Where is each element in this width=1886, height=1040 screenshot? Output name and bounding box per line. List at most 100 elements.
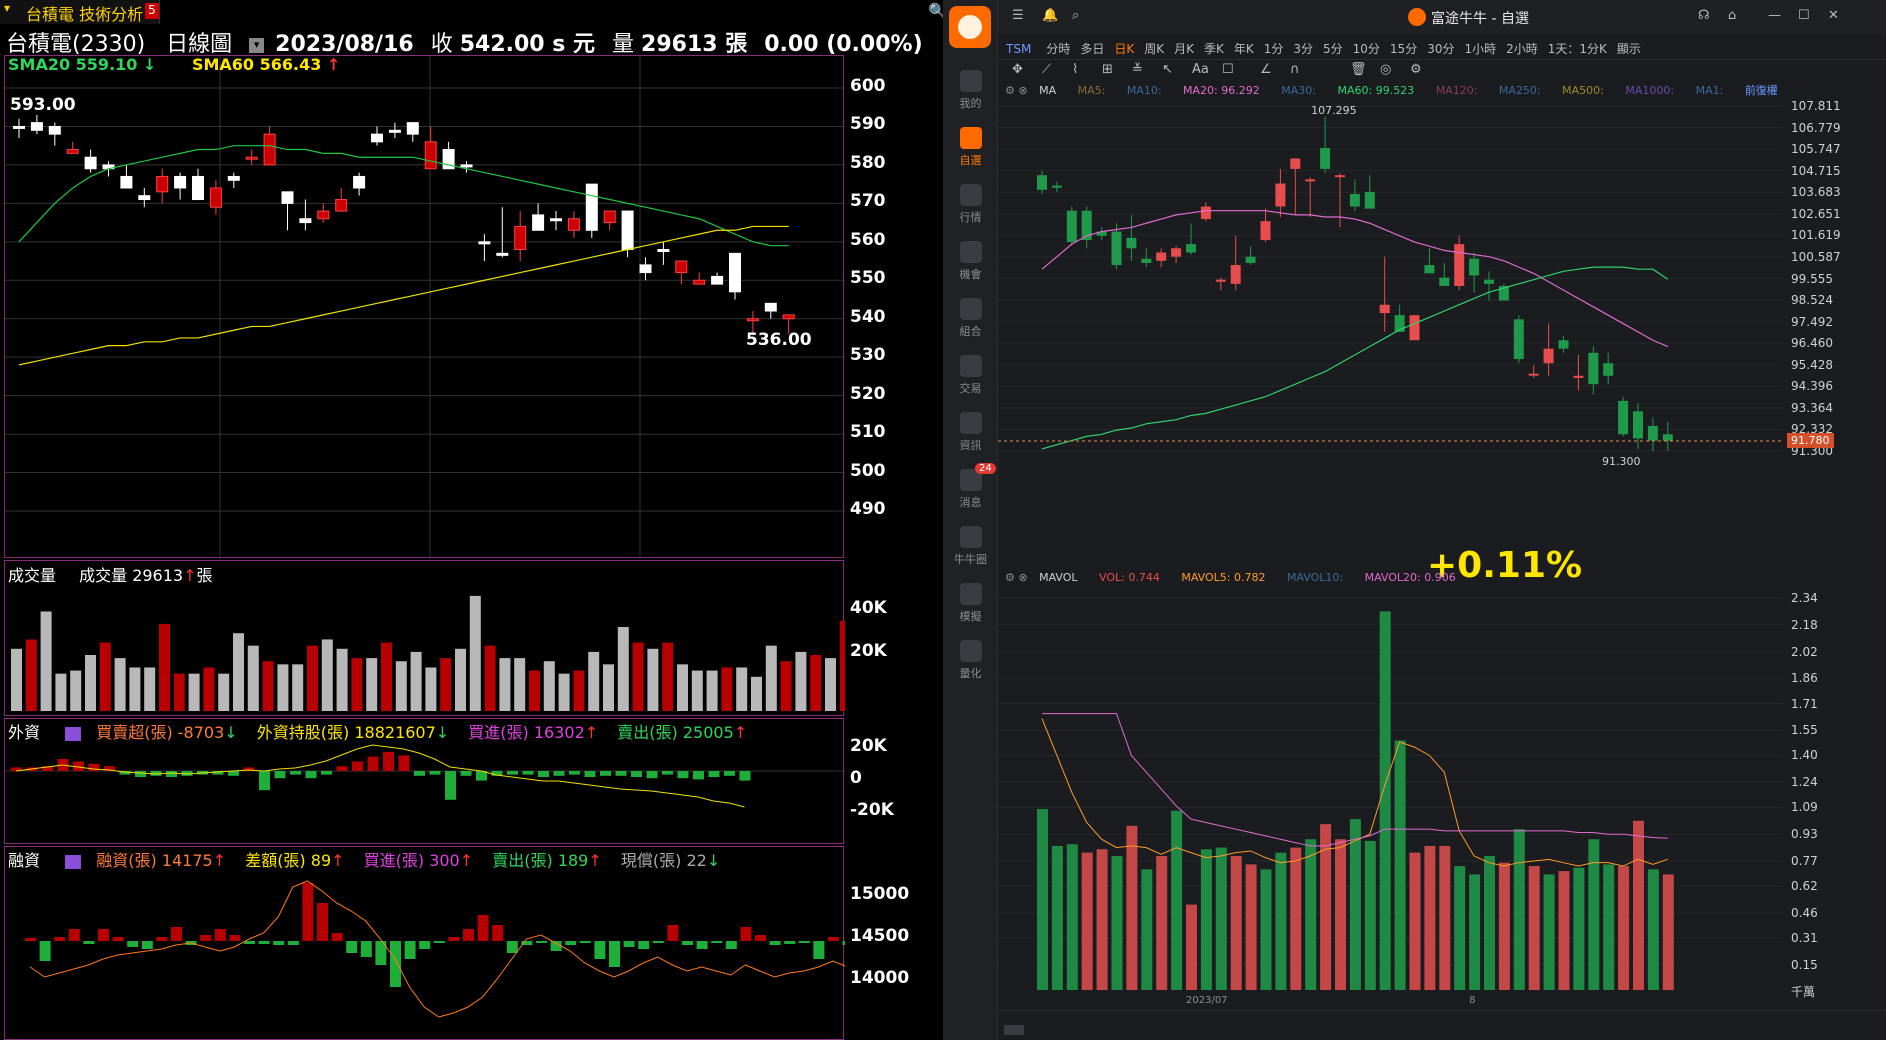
price-high-label: 593.00 xyxy=(10,95,76,115)
period-tab[interactable]: 10分 xyxy=(1352,42,1380,56)
volume-bar xyxy=(99,642,111,711)
fib-tool-icon[interactable]: ≚ xyxy=(1132,62,1143,77)
volume-bar xyxy=(1364,840,1376,990)
margin-bar xyxy=(98,929,109,941)
line-tool-icon[interactable]: ⟋ xyxy=(1042,62,1052,77)
sidebar-item[interactable]: 我的 xyxy=(943,70,998,111)
polyline-tool-icon[interactable]: ⌇ xyxy=(1072,62,1079,77)
price-axis-label: 530 xyxy=(850,345,886,366)
right-volume-svg: 2023/07 8 xyxy=(998,597,1783,1006)
period-tab[interactable]: 日K xyxy=(1114,42,1135,56)
eye-icon[interactable]: ◎ xyxy=(1380,62,1392,77)
foreign-bar xyxy=(135,771,146,777)
search-icon[interactable]: ⌕ xyxy=(1072,8,1080,23)
volume-axis-label: 0.93 xyxy=(1791,827,1818,842)
price-axis-label: 560 xyxy=(850,229,886,250)
margin-bar xyxy=(550,941,562,951)
volume-bar xyxy=(1647,869,1659,990)
sidebar-item[interactable]: 組合 xyxy=(943,298,998,339)
zoom-icon[interactable]: 🔍 xyxy=(928,2,947,20)
sidebar-item[interactable]: 量化 xyxy=(943,640,998,681)
ruler-icon[interactable]: ∠ xyxy=(1260,62,1272,77)
period-tab[interactable]: 多日 xyxy=(1080,42,1105,56)
crosshair-icon[interactable]: ✥ xyxy=(1012,62,1023,77)
foreign-bar xyxy=(352,761,363,771)
candlestick xyxy=(424,141,437,170)
sidebar-item[interactable]: 牛牛圈 xyxy=(943,526,998,567)
menu-icon[interactable]: ☰ xyxy=(1012,8,1024,23)
period-tab[interactable]: 1小時 xyxy=(1464,42,1497,56)
sidebar-item[interactable]: 自選 xyxy=(943,127,998,168)
support-icon[interactable]: ☊ xyxy=(1698,8,1710,23)
ma250-label: MA250: xyxy=(1498,84,1541,97)
ma-settings-icon[interactable]: ⚙ ⊗ xyxy=(1005,84,1028,97)
volume-axis-label: 2.18 xyxy=(1791,617,1818,632)
volume-label-text: 成交量 29613 xyxy=(79,566,184,585)
settings-icon[interactable]: ⚙ xyxy=(1410,62,1422,77)
period-tab[interactable]: 1天：1分K xyxy=(1547,42,1607,56)
period-tab[interactable]: 3分 xyxy=(1293,42,1313,56)
tab-arrow-icon[interactable]: ▾ xyxy=(4,1,11,15)
volume-bar xyxy=(1305,839,1317,990)
volume-bar xyxy=(1573,867,1585,990)
shirt-icon[interactable]: ⌂ xyxy=(1728,8,1737,23)
vol-settings-icon[interactable]: ⚙ ⊗ xyxy=(1005,571,1028,584)
volume-bar xyxy=(1051,845,1063,990)
period-tab[interactable]: 顯示 xyxy=(1616,42,1641,56)
sidebar-item[interactable]: 機會 xyxy=(943,241,998,282)
right-price-chart[interactable]: 107.295 91.300 xyxy=(998,100,1788,570)
volume-bar xyxy=(1379,611,1391,990)
expand-icon[interactable] xyxy=(1004,1025,1024,1035)
foreign-bar xyxy=(321,771,332,775)
foreign-bar xyxy=(507,771,518,775)
volume-bar xyxy=(440,658,452,711)
minimize-icon[interactable]: — xyxy=(1768,8,1781,23)
dropdown-icon[interactable]: ▾ xyxy=(249,37,265,53)
close-icon[interactable]: ✕ xyxy=(1828,8,1839,23)
margin-bar xyxy=(667,925,679,941)
bell-icon[interactable]: 🔔 xyxy=(1042,8,1059,23)
period-tab[interactable]: 1分 xyxy=(1263,42,1284,56)
foreign-bar xyxy=(42,766,53,771)
right-volume-chart[interactable]: 2023/07 8 xyxy=(998,590,1788,1010)
margin-panel[interactable] xyxy=(4,846,877,1040)
sidebar-item-icon xyxy=(959,70,982,92)
period-tab[interactable]: 2小時 xyxy=(1506,42,1538,56)
grid-tool-icon[interactable]: ⊞ xyxy=(1102,62,1113,77)
period-tab[interactable]: 月K xyxy=(1174,42,1194,56)
trash-icon[interactable]: 🗑 xyxy=(1350,62,1367,77)
sidebar-item[interactable]: 資訊 xyxy=(943,412,998,453)
magnet-icon[interactable]: ∩ xyxy=(1290,62,1300,77)
note-tool-icon[interactable]: ☐ xyxy=(1222,62,1234,77)
left-window-tab[interactable]: ▾ 台積電 技術分析 5 xyxy=(0,0,160,24)
arrow-tool-icon[interactable]: ↖ xyxy=(1162,62,1173,77)
price-axis-label: 97.492 xyxy=(1791,314,1833,329)
volume-bar xyxy=(1171,810,1183,990)
foreign-panel[interactable] xyxy=(4,718,845,844)
period-tab[interactable]: 15分 xyxy=(1389,42,1418,56)
period-tab[interactable]: 5分 xyxy=(1323,42,1343,56)
period-tab[interactable]: 周K xyxy=(1144,42,1165,56)
drawing-toolbar: ✥ ⟋ ⌇ ⊞ ≚ ↖ Aa ☐ ∠ ∩ 🗑 ◎ ⚙ xyxy=(998,60,1886,82)
sidebar-item[interactable]: 行情 xyxy=(943,184,998,225)
period-tab[interactable]: 季K xyxy=(1203,42,1224,56)
sidebar-item[interactable]: 交易 xyxy=(943,355,998,396)
symbol-label[interactable]: TSM xyxy=(1006,42,1032,56)
price-chart-panel[interactable] xyxy=(4,55,845,559)
period-tab[interactable]: 30分 xyxy=(1427,42,1455,56)
list-icon[interactable] xyxy=(65,726,82,741)
candlestick xyxy=(227,175,240,181)
sidebar-item[interactable]: 模擬 xyxy=(943,583,998,624)
text-tool-icon[interactable]: Aa xyxy=(1192,62,1209,77)
app-logo-icon[interactable] xyxy=(949,6,991,48)
period-tab[interactable]: 年K xyxy=(1233,42,1254,56)
ma60-label: MA60: 99.523 xyxy=(1337,84,1415,97)
list-icon[interactable] xyxy=(65,854,82,869)
maximize-icon[interactable]: ☐ xyxy=(1798,8,1810,23)
foreign-sell: 賣出(張) 25005 xyxy=(617,723,734,742)
volume-bar xyxy=(114,658,126,711)
candlestick xyxy=(1513,319,1524,360)
sidebar-item[interactable]: 消息 24 xyxy=(943,463,998,510)
adjust-button[interactable]: 前復權 xyxy=(1744,84,1778,97)
period-tab[interactable]: 分時 xyxy=(1046,42,1071,56)
